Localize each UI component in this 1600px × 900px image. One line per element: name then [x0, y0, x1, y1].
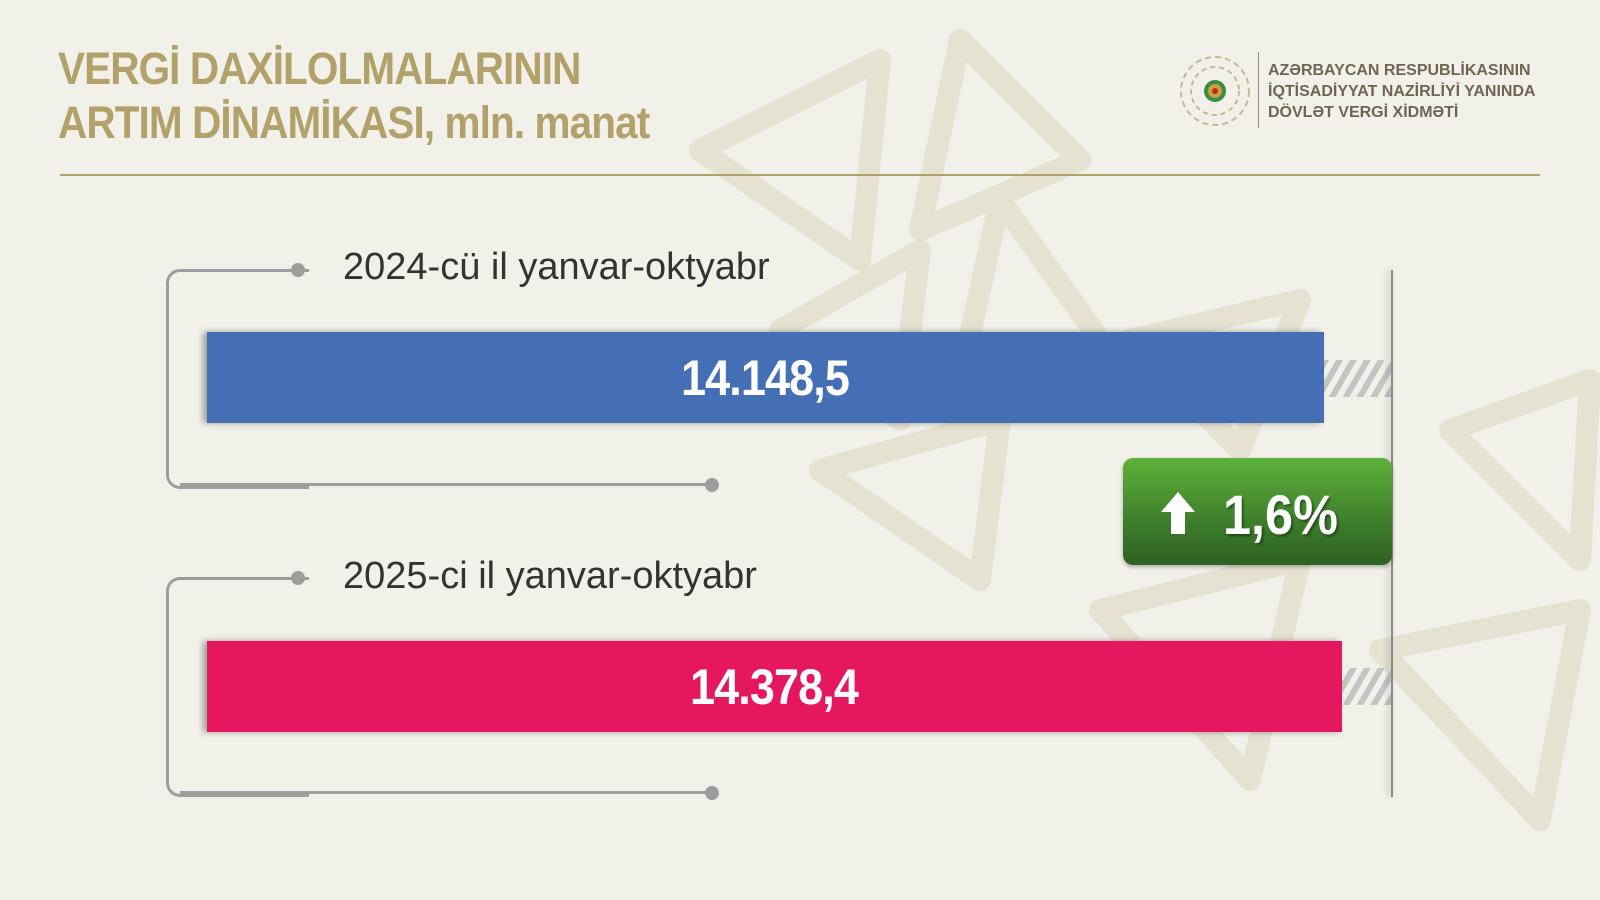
- category-label: 2025-ci il yanvar-oktyabr: [343, 555, 757, 597]
- logo-divider: [1258, 52, 1259, 128]
- bracket-dot: [291, 571, 305, 585]
- bracket-dot: [705, 786, 719, 800]
- bracket-2025: [166, 577, 309, 797]
- org-line-1: AZƏRBAYCAN RESPUBLİKASININ: [1268, 62, 1531, 79]
- header-divider: [60, 174, 1540, 176]
- title-line-1: VERGİ DAXİLOLMALARININ: [58, 43, 581, 94]
- bar-2024: 14.148,5: [207, 332, 1324, 423]
- bracket-bottom-2025: [180, 791, 710, 794]
- title-line-2: ARTIM DİNAMİKASI, mln. manat: [58, 97, 650, 148]
- bar-2025: 14.378,4: [207, 641, 1342, 732]
- bracket-bottom-2024: [180, 483, 710, 486]
- bracket-dot: [705, 478, 719, 492]
- hatch-remainder: [1323, 360, 1391, 397]
- change-badge: 1,6%: [1123, 458, 1392, 565]
- bar-value-label: 14.378,4: [690, 658, 859, 715]
- organization-name: AZƏRBAYCAN RESPUBLİKASININ İQTİSADİYYAT …: [1268, 60, 1536, 123]
- org-line-3: DÖVLƏT VERGİ XİDMƏTİ: [1268, 104, 1459, 121]
- hatch-remainder: [1341, 668, 1391, 705]
- scale-max-line: [1391, 270, 1393, 797]
- change-percent: 1,6%: [1223, 483, 1338, 546]
- page-title: VERGİ DAXİLOLMALARININ ARTIM DİNAMİKASI,…: [58, 42, 650, 150]
- org-line-2: İQTİSADİYYAT NAZİRLİYİ YANINDA: [1268, 83, 1536, 100]
- bar-value-label: 14.148,5: [681, 349, 850, 406]
- emblem-logo: [1180, 56, 1250, 126]
- bracket-2024: [166, 269, 309, 489]
- arrow-up-icon: [1161, 492, 1195, 534]
- category-label: 2024-cü il yanvar-oktyabr: [343, 246, 770, 288]
- bracket-dot: [291, 263, 305, 277]
